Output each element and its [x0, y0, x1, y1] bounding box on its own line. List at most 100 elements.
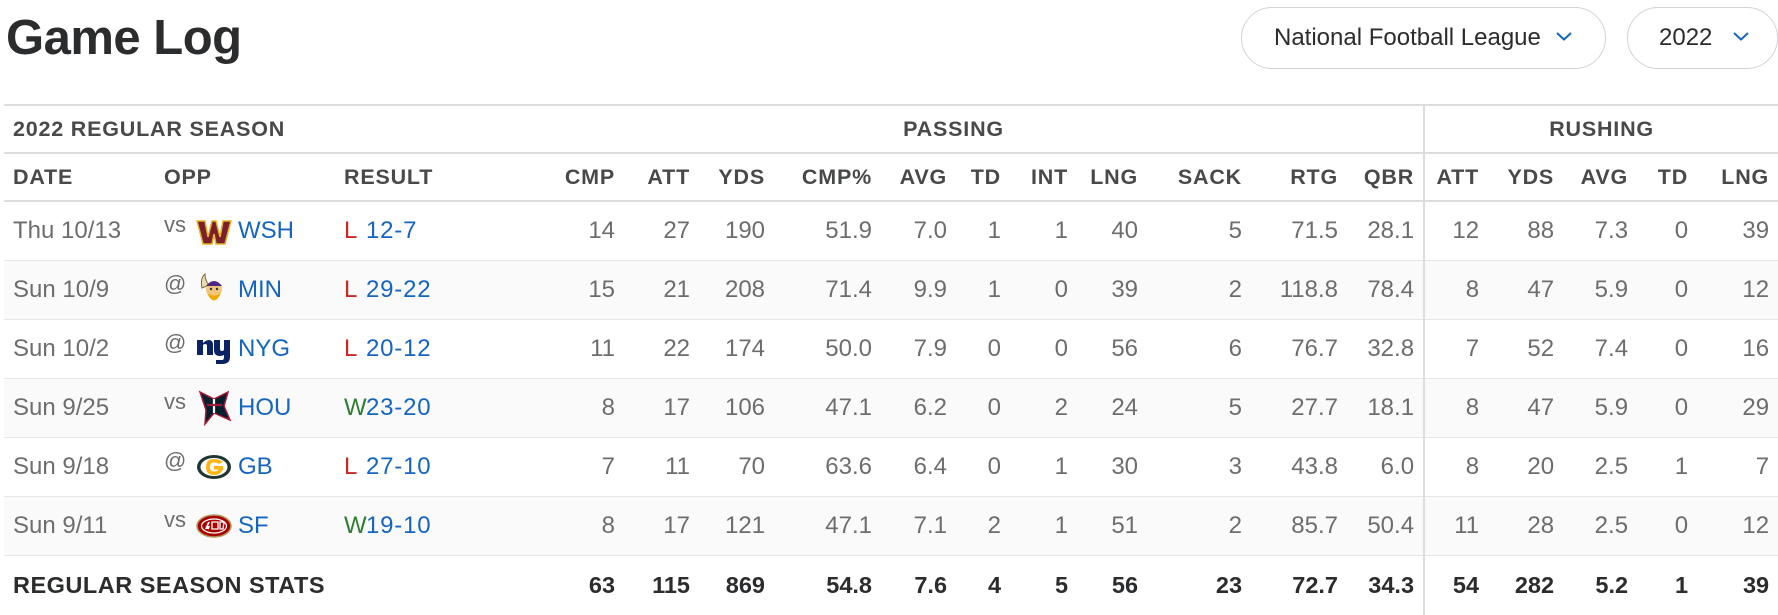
stat-qbr: 28.1 [1367, 216, 1415, 244]
location-indicator: vs [164, 506, 186, 532]
col-header-rush-yds: YDS [1507, 164, 1555, 189]
season-select[interactable]: 2022 [1627, 7, 1778, 69]
col-header-att: ATT [647, 164, 691, 189]
game-score-link[interactable]: 19-10 [366, 511, 432, 539]
stat-att: 11 [665, 452, 691, 480]
loss-indicator: L [344, 452, 358, 480]
chevron-down-icon [1733, 32, 1749, 41]
stat-int: 1 [1054, 216, 1069, 244]
game-date: Sun 9/18 [13, 452, 110, 480]
stat-td: 0 [987, 452, 1002, 480]
stat-rush-td: 0 [1674, 511, 1689, 539]
stat-rush-att: 8 [1423, 260, 1480, 319]
total-cmp-pct: 54.8 [826, 571, 873, 598]
col-header-date: DATE [13, 164, 74, 189]
stat-yds: 208 [724, 275, 766, 303]
stat-int: 0 [1054, 275, 1069, 303]
stat-sack: 6 [1228, 334, 1243, 362]
col-header-rtg: RTG [1290, 164, 1339, 189]
col-header-int: INT [1030, 164, 1069, 189]
stat-sack: 2 [1228, 511, 1243, 539]
opponent-link[interactable]: NYG [238, 334, 291, 362]
col-header-lng: LNG [1090, 164, 1139, 189]
49ers-logo-icon [196, 508, 232, 544]
col-header-cmp-pct: CMP% [801, 164, 873, 189]
stat-yds: 174 [724, 334, 766, 362]
stat-qbr: 18.1 [1367, 393, 1415, 421]
total-qbr: 34.3 [1368, 571, 1415, 598]
game-score-link[interactable]: 12-7 [366, 216, 418, 244]
stat-rush-lng: 12 [1742, 511, 1770, 539]
stat-att: 22 [663, 334, 691, 362]
location-indicator: vs [164, 211, 186, 237]
total-td: 4 [987, 571, 1002, 598]
season-label: 2022 REGULAR SEASON [13, 116, 286, 141]
total-rush-avg: 5.2 [1595, 571, 1629, 598]
commanders-logo-icon [196, 214, 232, 250]
result-cell[interactable]: L 20-12 [344, 319, 484, 378]
col-header-rush-avg: AVG [1580, 164, 1629, 189]
stat-yds: 190 [724, 216, 766, 244]
stat-rush-avg: 7.4 [1594, 334, 1629, 362]
opponent-cell: @ MIN [164, 260, 344, 319]
col-header-qbr: QBR [1363, 164, 1415, 189]
stat-avg: 7.9 [913, 334, 948, 362]
game-date: Thu 10/13 [13, 216, 122, 244]
stat-rush-td: 0 [1674, 393, 1689, 421]
stat-td: 0 [987, 393, 1002, 421]
stat-rtg: 76.7 [1291, 334, 1339, 362]
win-indicator: W [344, 511, 367, 539]
stat-rush-lng: 29 [1742, 393, 1770, 421]
col-header-opp: OPP [164, 164, 212, 189]
result-cell[interactable]: L 12-7 [344, 201, 484, 260]
col-header-cmp: CMP [564, 164, 616, 189]
column-group-row: 2022 REGULAR SEASON PASSING RUSHING [4, 105, 1778, 153]
opponent-link[interactable]: HOU [238, 393, 292, 421]
game-score-link[interactable]: 23-20 [366, 393, 432, 421]
result-cell[interactable]: W19-10 [344, 496, 484, 555]
stat-rush-lng: 16 [1742, 334, 1770, 362]
stat-rush-lng: 39 [1742, 216, 1770, 244]
stat-rush-td: 0 [1674, 334, 1689, 362]
league-select[interactable]: National Football League [1241, 7, 1606, 69]
win-indicator: W [344, 393, 367, 421]
loss-indicator: L [344, 275, 358, 303]
opponent-link[interactable]: GB [238, 452, 273, 480]
season-select-value: 2022 [1659, 24, 1713, 51]
stat-int: 0 [1054, 334, 1069, 362]
game-score-link[interactable]: 27-10 [366, 452, 432, 480]
opponent-link[interactable]: SF [238, 511, 269, 539]
stat-int: 1 [1054, 452, 1069, 480]
location-indicator: @ [164, 329, 187, 355]
stat-td: 1 [987, 275, 1002, 303]
stat-rush-avg: 7.3 [1594, 216, 1629, 244]
stat-sack: 3 [1228, 452, 1243, 480]
game-date: Sun 10/9 [13, 275, 110, 303]
total-att: 115 [652, 571, 691, 598]
result-cell[interactable]: W23-20 [344, 378, 484, 437]
stat-lng: 56 [1111, 334, 1139, 362]
opponent-cell: vs SF [164, 496, 344, 555]
stat-cmp-pct: 51.9 [825, 216, 873, 244]
result-cell[interactable]: L 27-10 [344, 437, 484, 496]
season-totals-label: REGULAR SEASON STATS [13, 571, 326, 598]
stat-sack: 5 [1228, 216, 1243, 244]
opponent-link[interactable]: MIN [238, 275, 282, 303]
game-score-link[interactable]: 20-12 [366, 334, 432, 362]
stat-cmp-pct: 71.4 [825, 275, 873, 303]
game-score-link[interactable]: 29-22 [366, 275, 432, 303]
table-row: Sun 10/2 @ NYG L 20-12 11 22 174 50.0 7.9 … [4, 319, 1778, 378]
result-cell[interactable]: L 29-22 [344, 260, 484, 319]
stat-sack: 5 [1228, 393, 1243, 421]
stat-rush-lng: 12 [1742, 275, 1770, 303]
table-row: Thu 10/13 vs WSH L 12-7 14 27 190 51.9 7.0… [4, 201, 1778, 260]
stat-yds: 106 [724, 393, 766, 421]
location-indicator: @ [164, 270, 187, 296]
stat-avg: 7.1 [913, 511, 948, 539]
stat-rush-att: 8 [1423, 437, 1480, 496]
opponent-link[interactable]: WSH [238, 216, 294, 244]
stat-rush-yds: 20 [1527, 452, 1555, 480]
total-rush-yds: 282 [1514, 571, 1555, 598]
stat-rush-att: 8 [1423, 378, 1480, 437]
total-int: 5 [1054, 571, 1069, 598]
